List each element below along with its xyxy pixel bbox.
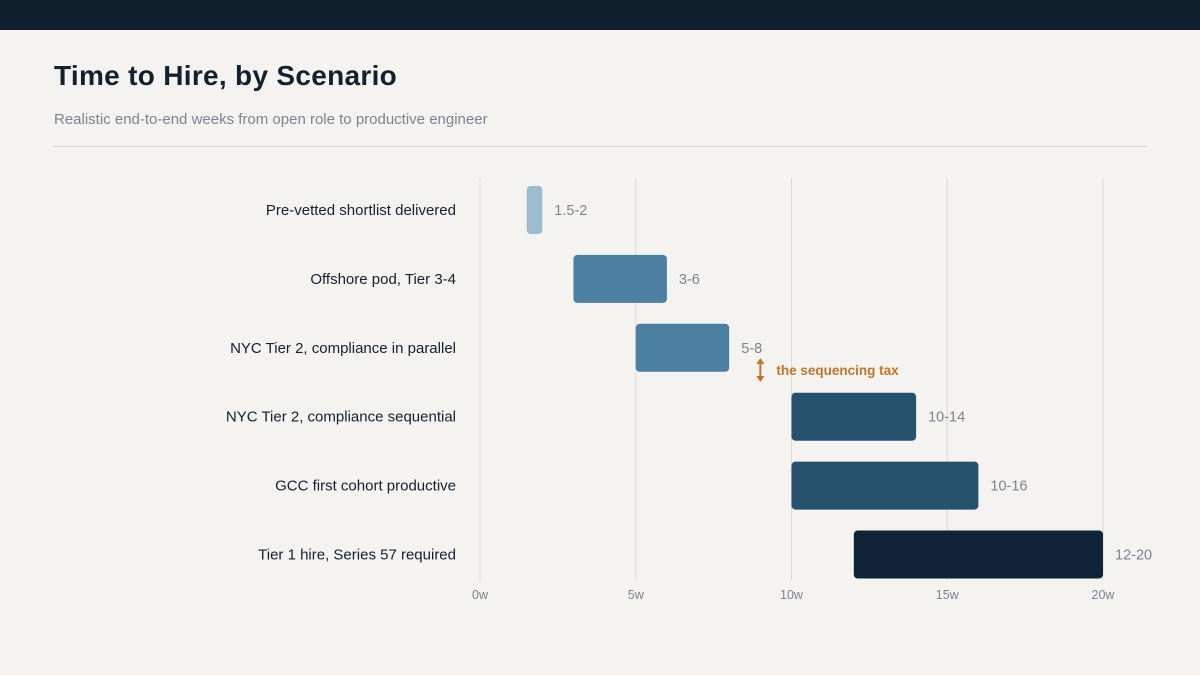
category-label: GCC first cohort productive bbox=[275, 478, 456, 495]
category-label: NYC Tier 2, compliance sequential bbox=[226, 409, 456, 426]
annotation: the sequencing tax bbox=[756, 358, 899, 382]
bars bbox=[526, 186, 1103, 579]
range-value-label: 10-16 bbox=[990, 479, 1027, 495]
category-label: Pre-vetted shortlist delivered bbox=[266, 202, 456, 219]
x-tick-label: 5w bbox=[628, 588, 645, 602]
x-tick-label: 15w bbox=[936, 588, 960, 602]
range-bar bbox=[791, 461, 979, 510]
x-tick-label: 10w bbox=[780, 588, 804, 602]
chart-title: Time to Hire, by Scenario bbox=[54, 60, 398, 91]
category-label: Offshore pod, Tier 3-4 bbox=[310, 271, 456, 288]
x-axis-ticks: 0w 5w 10w 15w 20w bbox=[472, 588, 1115, 602]
range-value-label: 1.5-2 bbox=[554, 203, 587, 219]
range-bar bbox=[573, 254, 667, 303]
value-labels: 1.5-2 3-6 5-8 10-14 10-16 12-20 bbox=[554, 203, 1152, 564]
range-value-label: 10-14 bbox=[928, 410, 965, 426]
chart-subtitle: Realistic end-to-end weeks from open rol… bbox=[54, 111, 488, 128]
grid-lines bbox=[479, 178, 1104, 580]
range-bar bbox=[853, 530, 1103, 579]
category-labels: Pre-vetted shortlist delivered Offshore p… bbox=[226, 202, 456, 564]
range-bar bbox=[791, 392, 917, 441]
range-bar bbox=[526, 186, 543, 234]
category-label: NYC Tier 2, compliance in parallel bbox=[230, 340, 456, 357]
header-divider bbox=[54, 146, 1146, 147]
x-tick-label: 20w bbox=[1092, 588, 1116, 602]
x-tick-label: 0w bbox=[472, 588, 489, 602]
top-bar bbox=[0, 0, 1200, 30]
category-label: Tier 1 hire, Series 57 required bbox=[258, 547, 456, 564]
annotation-label: the sequencing tax bbox=[776, 363, 899, 378]
range-value-label: 12-20 bbox=[1115, 548, 1152, 564]
annotation-arrow-up-icon bbox=[756, 358, 765, 364]
range-bar bbox=[635, 323, 730, 372]
annotation-arrow-down-icon bbox=[756, 376, 765, 382]
range-value-label: 5-8 bbox=[741, 341, 762, 357]
range-value-label: 3-6 bbox=[679, 272, 700, 288]
